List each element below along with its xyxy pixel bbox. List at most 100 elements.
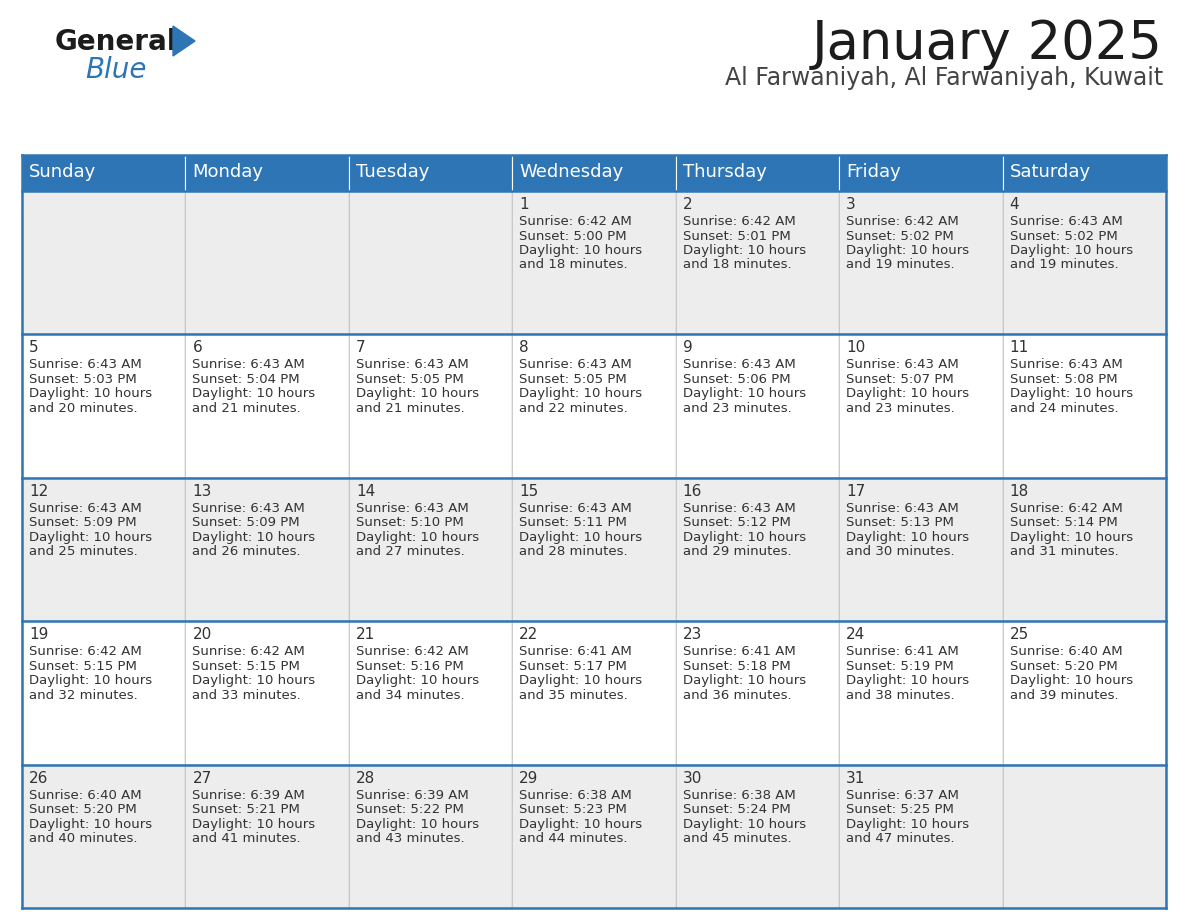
Text: Sunset: 5:11 PM: Sunset: 5:11 PM — [519, 516, 627, 530]
Bar — [1003, 155, 1165, 191]
Text: and 44 minutes.: and 44 minutes. — [519, 832, 627, 845]
Text: and 20 minutes.: and 20 minutes. — [29, 402, 138, 415]
Text: Sunrise: 6:41 AM: Sunrise: 6:41 AM — [846, 645, 959, 658]
Bar — [512, 477, 676, 621]
Bar — [839, 477, 1003, 621]
Text: Sunset: 5:18 PM: Sunset: 5:18 PM — [683, 660, 790, 673]
Text: Sunset: 5:21 PM: Sunset: 5:21 PM — [192, 803, 301, 816]
Bar — [676, 765, 839, 908]
Bar — [512, 155, 676, 191]
Text: Sunset: 5:05 PM: Sunset: 5:05 PM — [519, 373, 627, 386]
Text: Sunrise: 6:43 AM: Sunrise: 6:43 AM — [683, 502, 796, 515]
Text: 10: 10 — [846, 341, 865, 355]
Text: Sunset: 5:13 PM: Sunset: 5:13 PM — [846, 516, 954, 530]
Text: Sunrise: 6:43 AM: Sunrise: 6:43 AM — [192, 502, 305, 515]
Text: and 23 minutes.: and 23 minutes. — [846, 402, 955, 415]
Text: 24: 24 — [846, 627, 865, 643]
Text: and 30 minutes.: and 30 minutes. — [846, 545, 955, 558]
Text: Sunset: 5:15 PM: Sunset: 5:15 PM — [29, 660, 137, 673]
Text: Sunset: 5:22 PM: Sunset: 5:22 PM — [356, 803, 463, 816]
Text: and 21 minutes.: and 21 minutes. — [192, 402, 302, 415]
Text: Sunset: 5:20 PM: Sunset: 5:20 PM — [29, 803, 137, 816]
Text: 28: 28 — [356, 770, 375, 786]
Bar — [839, 621, 1003, 765]
Bar — [23, 155, 185, 191]
Text: and 21 minutes.: and 21 minutes. — [356, 402, 465, 415]
Text: Daylight: 10 hours: Daylight: 10 hours — [356, 674, 479, 688]
Text: Daylight: 10 hours: Daylight: 10 hours — [846, 387, 969, 400]
Bar — [23, 334, 185, 477]
Bar — [349, 765, 512, 908]
Text: 12: 12 — [29, 484, 49, 498]
Text: Sunrise: 6:42 AM: Sunrise: 6:42 AM — [29, 645, 141, 658]
Text: Daylight: 10 hours: Daylight: 10 hours — [29, 674, 152, 688]
Text: Sunrise: 6:43 AM: Sunrise: 6:43 AM — [519, 502, 632, 515]
Bar — [1003, 765, 1165, 908]
Bar — [512, 334, 676, 477]
Text: 17: 17 — [846, 484, 865, 498]
Polygon shape — [173, 26, 195, 56]
Text: and 19 minutes.: and 19 minutes. — [846, 259, 955, 272]
Text: Sunrise: 6:38 AM: Sunrise: 6:38 AM — [683, 789, 796, 801]
Text: and 22 minutes.: and 22 minutes. — [519, 402, 628, 415]
Text: Sunrise: 6:43 AM: Sunrise: 6:43 AM — [192, 358, 305, 372]
Bar — [676, 621, 839, 765]
Bar — [185, 765, 349, 908]
Text: Sunrise: 6:42 AM: Sunrise: 6:42 AM — [192, 645, 305, 658]
Text: Saturday: Saturday — [1010, 163, 1091, 181]
Bar — [349, 621, 512, 765]
Text: Sunrise: 6:39 AM: Sunrise: 6:39 AM — [192, 789, 305, 801]
Bar — [839, 334, 1003, 477]
Text: Monday: Monday — [192, 163, 264, 181]
Text: Sunrise: 6:43 AM: Sunrise: 6:43 AM — [1010, 358, 1123, 372]
Text: Sunset: 5:17 PM: Sunset: 5:17 PM — [519, 660, 627, 673]
Text: Sunrise: 6:43 AM: Sunrise: 6:43 AM — [29, 502, 141, 515]
Text: Daylight: 10 hours: Daylight: 10 hours — [1010, 674, 1132, 688]
Text: Sunset: 5:00 PM: Sunset: 5:00 PM — [519, 230, 627, 242]
Text: and 24 minutes.: and 24 minutes. — [1010, 402, 1118, 415]
Text: 5: 5 — [29, 341, 39, 355]
Text: 23: 23 — [683, 627, 702, 643]
Bar — [23, 621, 185, 765]
Text: 3: 3 — [846, 197, 855, 212]
Text: Daylight: 10 hours: Daylight: 10 hours — [846, 531, 969, 543]
Text: 26: 26 — [29, 770, 49, 786]
Text: Sunset: 5:16 PM: Sunset: 5:16 PM — [356, 660, 463, 673]
Text: and 18 minutes.: and 18 minutes. — [683, 259, 791, 272]
Text: Daylight: 10 hours: Daylight: 10 hours — [519, 818, 643, 831]
Bar — [839, 155, 1003, 191]
Text: 29: 29 — [519, 770, 538, 786]
Text: Sunset: 5:10 PM: Sunset: 5:10 PM — [356, 516, 463, 530]
Text: 25: 25 — [1010, 627, 1029, 643]
Text: and 43 minutes.: and 43 minutes. — [356, 832, 465, 845]
Text: 9: 9 — [683, 341, 693, 355]
Text: Daylight: 10 hours: Daylight: 10 hours — [519, 244, 643, 257]
Text: Sunset: 5:20 PM: Sunset: 5:20 PM — [1010, 660, 1118, 673]
Text: Daylight: 10 hours: Daylight: 10 hours — [356, 387, 479, 400]
Text: Sunrise: 6:40 AM: Sunrise: 6:40 AM — [29, 789, 141, 801]
Text: and 28 minutes.: and 28 minutes. — [519, 545, 628, 558]
Text: 27: 27 — [192, 770, 211, 786]
Text: Sunset: 5:04 PM: Sunset: 5:04 PM — [192, 373, 301, 386]
Text: Sunrise: 6:43 AM: Sunrise: 6:43 AM — [519, 358, 632, 372]
Text: Sunset: 5:19 PM: Sunset: 5:19 PM — [846, 660, 954, 673]
Text: 21: 21 — [356, 627, 375, 643]
Text: 20: 20 — [192, 627, 211, 643]
Text: Thursday: Thursday — [683, 163, 766, 181]
Text: Daylight: 10 hours: Daylight: 10 hours — [519, 531, 643, 543]
Text: 1: 1 — [519, 197, 529, 212]
Text: Sunrise: 6:43 AM: Sunrise: 6:43 AM — [846, 358, 959, 372]
Bar — [1003, 334, 1165, 477]
Bar — [23, 191, 185, 334]
Text: Sunset: 5:01 PM: Sunset: 5:01 PM — [683, 230, 790, 242]
Bar — [349, 334, 512, 477]
Text: Wednesday: Wednesday — [519, 163, 624, 181]
Bar — [23, 765, 185, 908]
Text: Daylight: 10 hours: Daylight: 10 hours — [29, 818, 152, 831]
Text: and 38 minutes.: and 38 minutes. — [846, 688, 955, 701]
Text: Sunset: 5:03 PM: Sunset: 5:03 PM — [29, 373, 137, 386]
Bar — [839, 191, 1003, 334]
Bar — [349, 191, 512, 334]
Bar — [185, 621, 349, 765]
Text: Daylight: 10 hours: Daylight: 10 hours — [519, 674, 643, 688]
